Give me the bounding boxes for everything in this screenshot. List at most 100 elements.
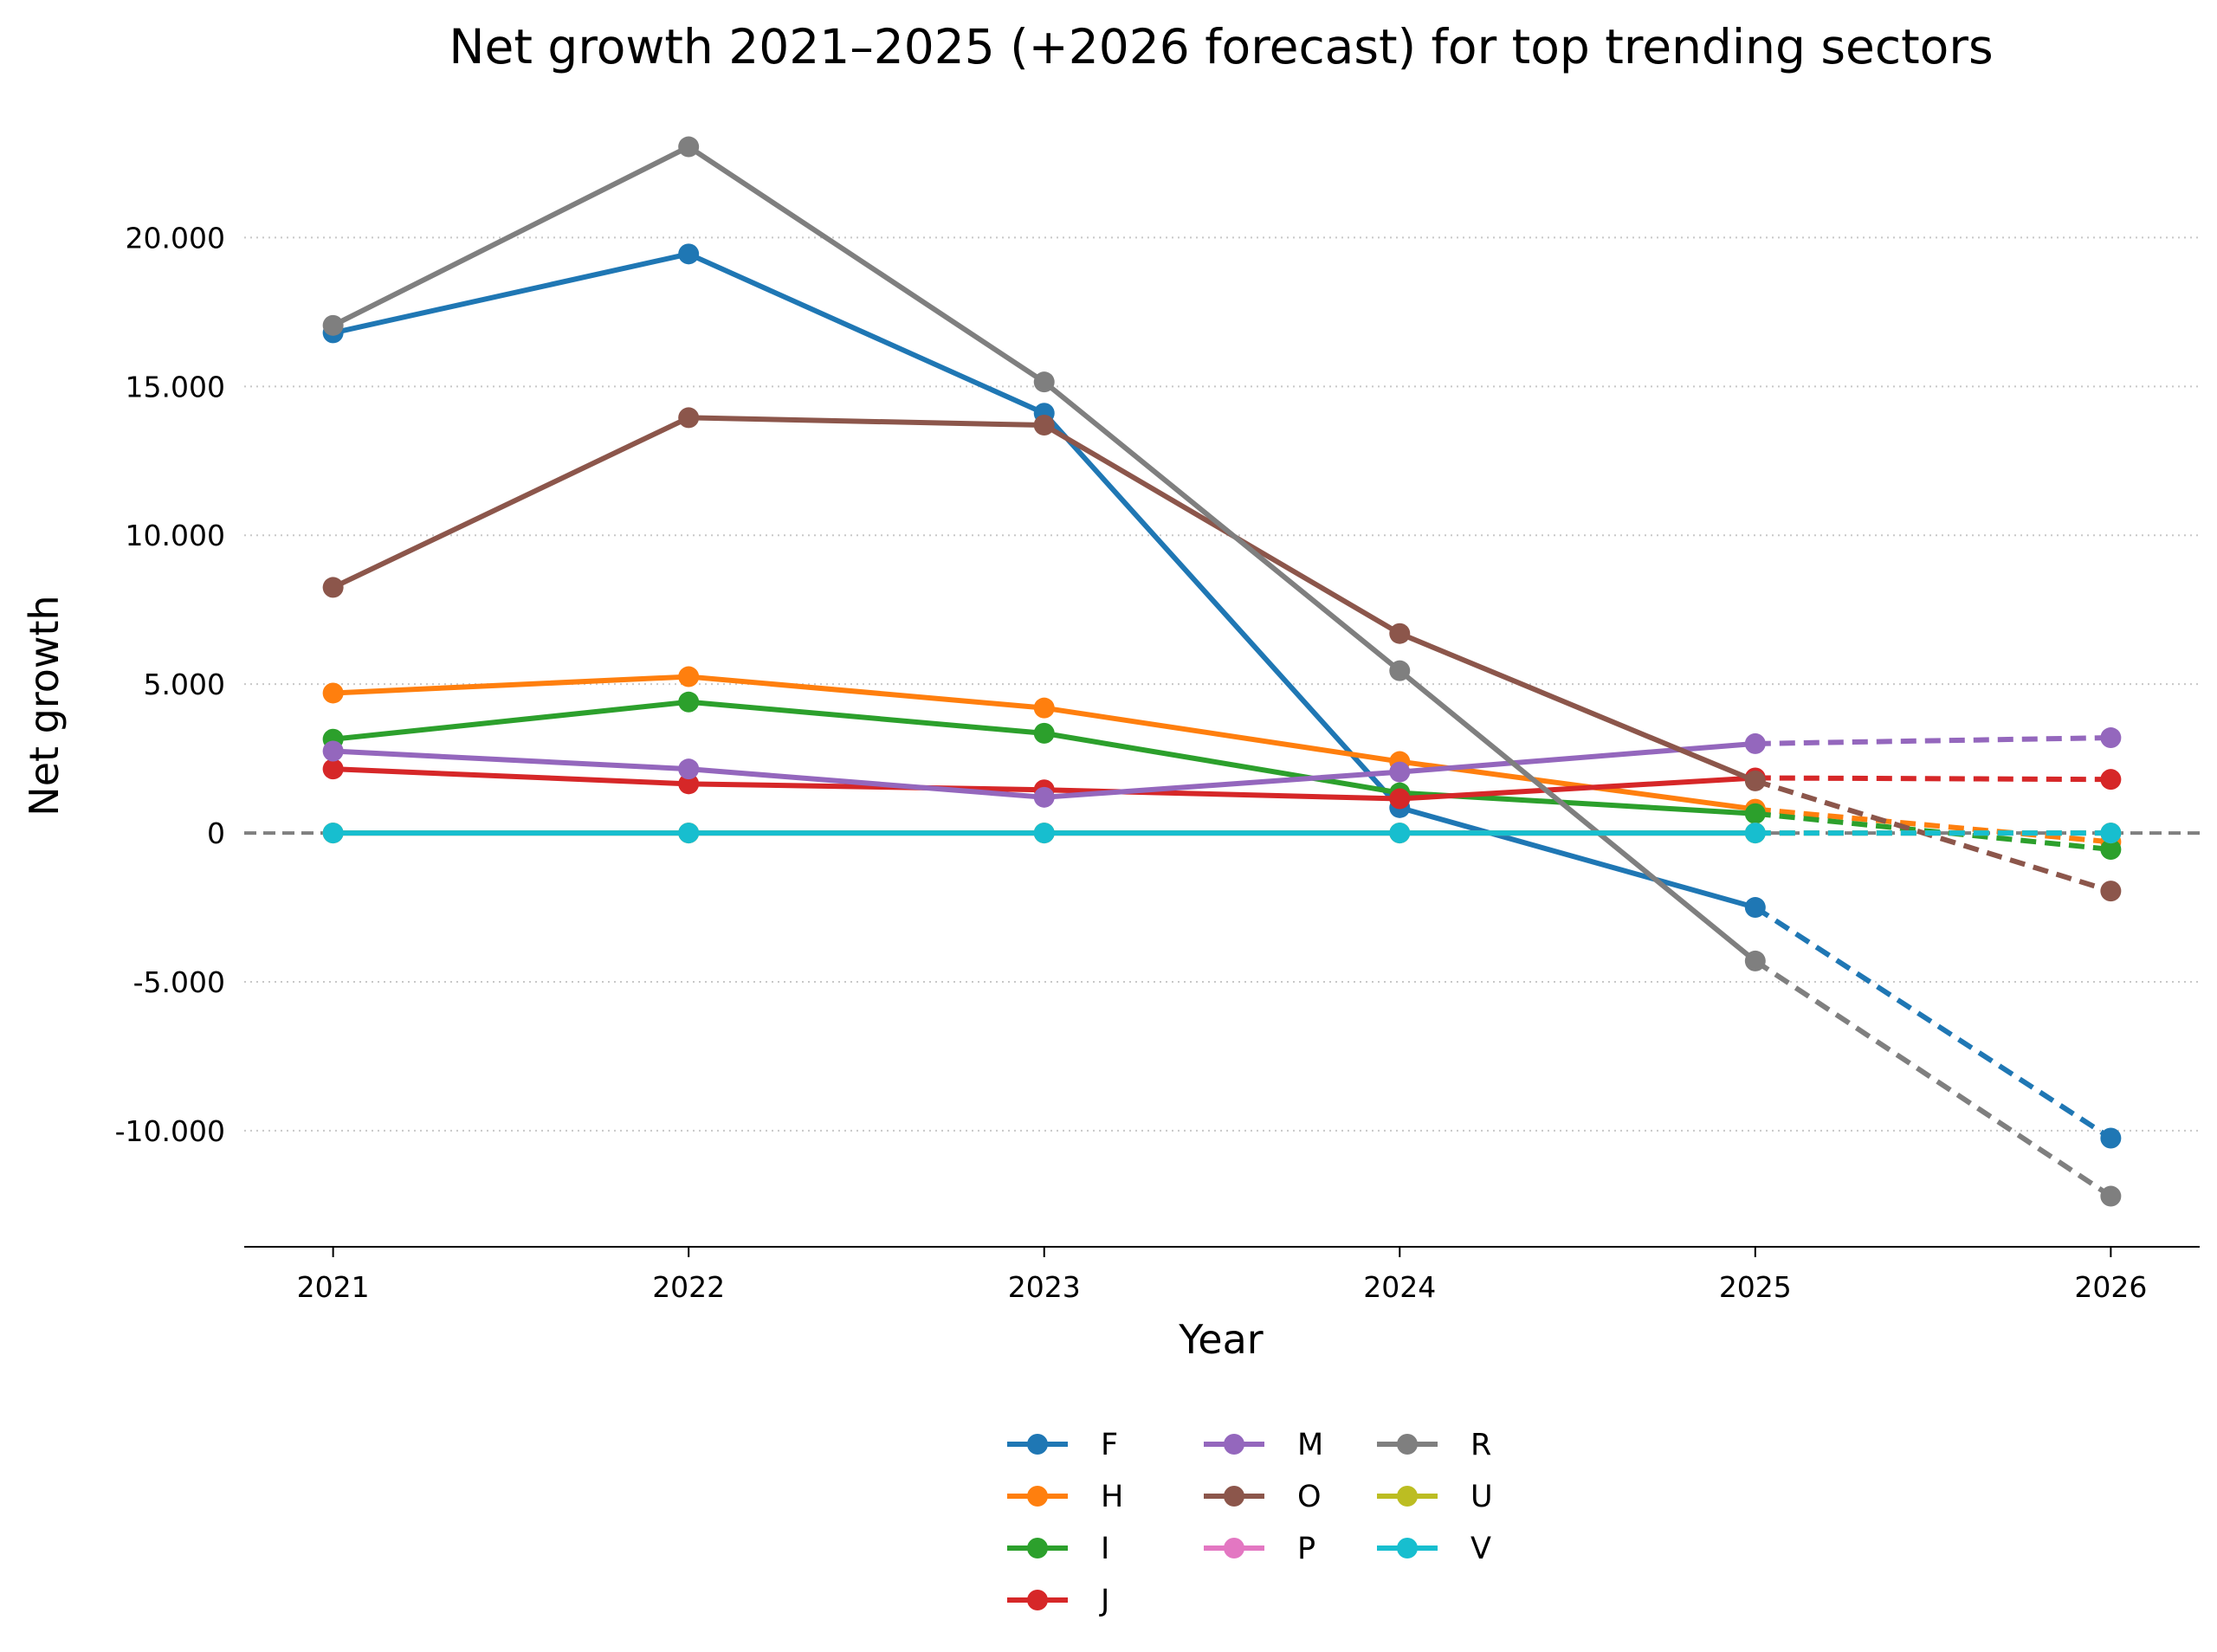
data-point: [1389, 660, 1411, 681]
y-tick-label: 20.000: [126, 221, 225, 255]
legend-item-O: O: [1204, 1480, 1322, 1514]
x-tick-label: 2026: [2074, 1270, 2147, 1304]
legend-item-V: V: [1377, 1532, 1491, 1566]
data-point: [322, 823, 344, 844]
legend-item-I: I: [1007, 1532, 1109, 1566]
data-point: [678, 823, 700, 844]
data-point: [2100, 1127, 2122, 1149]
legend-marker: [1224, 1486, 1244, 1507]
data-point: [1033, 697, 1055, 719]
legend-label: O: [1297, 1480, 1322, 1514]
data-point: [1033, 722, 1055, 744]
y-axis-title: Net growth: [21, 595, 68, 816]
series-R: [322, 136, 2122, 1207]
data-point: [1744, 950, 1766, 971]
series-O: [322, 407, 2122, 902]
data-point: [2100, 727, 2122, 749]
legend-marker: [1224, 1538, 1244, 1558]
x-tick-label: 2025: [1719, 1270, 1792, 1304]
data-point: [1033, 415, 1055, 436]
legend-marker: [1027, 1434, 1048, 1455]
series-lines: [322, 136, 2122, 1207]
legend-item-J: J: [1007, 1584, 1109, 1618]
x-tick-label: 2023: [1008, 1270, 1081, 1304]
data-point: [678, 243, 700, 265]
data-point: [1744, 770, 1766, 791]
legend-item-P: P: [1204, 1532, 1315, 1566]
data-point: [678, 691, 700, 713]
y-tick-label: 5.000: [144, 668, 225, 701]
y-tick-label: 15.000: [126, 370, 225, 403]
legend-item-H: H: [1007, 1480, 1123, 1514]
legend-label: V: [1470, 1532, 1491, 1566]
legend-label: J: [1099, 1584, 1109, 1618]
data-point: [678, 666, 700, 687]
y-axis: -10.000 -5.000 0 5.000 10.000 15.000 20.000: [115, 221, 225, 1147]
legend-item-U: U: [1377, 1480, 1493, 1514]
forecast-line: [1755, 775, 2111, 783]
x-axis-title: Year: [1178, 1316, 1263, 1363]
data-point: [1744, 803, 1766, 824]
data-point: [1744, 823, 1766, 844]
series-F: [322, 243, 2122, 1149]
x-tick-label: 2021: [297, 1270, 370, 1304]
data-point: [1389, 623, 1411, 644]
data-point: [678, 136, 700, 158]
y-tick-label: -10.000: [115, 1114, 225, 1148]
data-point: [322, 577, 344, 598]
y-tick-label: -5.000: [133, 965, 225, 999]
legend-label: F: [1101, 1428, 1118, 1462]
y-tick-label: 10.000: [126, 519, 225, 552]
data-point: [1033, 823, 1055, 844]
data-point: [1744, 732, 1766, 754]
data-point: [322, 314, 344, 336]
legend-marker: [1027, 1538, 1048, 1558]
data-point: [678, 407, 700, 429]
data-point: [1389, 823, 1411, 844]
data-point: [2100, 823, 2122, 844]
legend-marker: [1397, 1486, 1418, 1507]
legend-marker: [1027, 1486, 1048, 1507]
legend-item-R: R: [1377, 1428, 1491, 1462]
forecast-line: [1755, 735, 2111, 746]
data-point: [2100, 1185, 2122, 1207]
series-M: [322, 727, 2122, 808]
data-point: [322, 740, 344, 762]
legend-marker: [1224, 1434, 1244, 1455]
y-tick-label: 0: [207, 816, 225, 850]
legend-label: R: [1470, 1428, 1491, 1462]
legend-label: I: [1101, 1532, 1109, 1566]
data-point: [1389, 761, 1411, 783]
chart-title: Net growth 2021–2025 (+2026 forecast) fo…: [449, 19, 1993, 74]
legend-item-F: F: [1007, 1428, 1118, 1462]
legend-marker: [1027, 1590, 1048, 1610]
x-tick-label: 2024: [1363, 1270, 1436, 1304]
data-point: [678, 758, 700, 780]
series-line: [332, 251, 1756, 910]
forecast-line: [1754, 778, 2112, 894]
data-point: [2100, 769, 2122, 791]
forecast-line: [1754, 958, 2113, 1199]
data-point: [1389, 788, 1411, 810]
data-point: [322, 682, 344, 704]
data-point: [678, 773, 700, 795]
series-V: [322, 823, 2122, 844]
legend-label: M: [1297, 1428, 1323, 1462]
legend-marker: [1397, 1538, 1418, 1558]
legend-label: H: [1101, 1480, 1123, 1514]
legend-item-M: M: [1204, 1428, 1323, 1462]
series-H: [322, 666, 2122, 853]
legend-label: P: [1297, 1532, 1315, 1566]
y-gridlines: [244, 236, 2200, 1132]
data-point: [1033, 371, 1055, 393]
legend-marker: [1397, 1434, 1418, 1455]
x-axis: 2021 2022 2023 2024 2025 2026: [244, 1246, 2200, 1304]
data-point: [2100, 838, 2122, 860]
data-point: [322, 758, 344, 780]
forecast-line: [1755, 806, 2111, 845]
x-tick-label: 2022: [652, 1270, 725, 1304]
data-point: [1033, 786, 1055, 808]
forecast-line: [1754, 905, 2112, 1141]
